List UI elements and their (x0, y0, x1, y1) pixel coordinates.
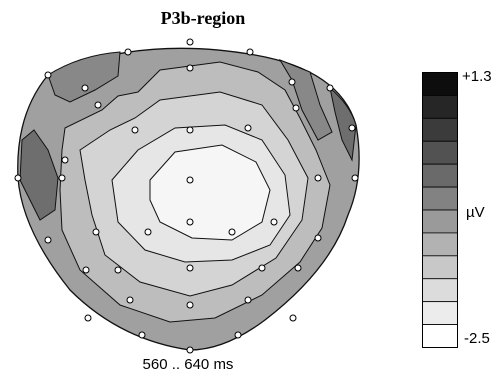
electrode-marker (228, 228, 236, 236)
color-scale-bar (422, 72, 458, 348)
scale-step (422, 278, 458, 303)
electrode-marker (81, 84, 89, 92)
electrode-marker (289, 314, 297, 322)
scalp-topography-map (14, 38, 360, 354)
scale-step (422, 301, 458, 325)
electrode-marker (314, 234, 322, 242)
electrode-marker (244, 124, 252, 132)
electrode-marker (124, 48, 132, 56)
electrode-marker (131, 126, 139, 134)
electrode-marker (186, 126, 194, 134)
electrode-marker (351, 174, 359, 182)
electrode-markers (14, 38, 359, 354)
scale-step (422, 140, 458, 165)
electrode-marker (44, 236, 52, 244)
electrode-marker (186, 64, 194, 72)
electrode-marker (314, 174, 322, 182)
electrode-marker (138, 331, 146, 339)
electrode-marker (246, 48, 254, 56)
electrode-marker (144, 228, 152, 236)
electrode-marker (288, 78, 296, 86)
scale-step (422, 209, 458, 234)
electrode-marker (258, 264, 266, 272)
electrode-marker (84, 314, 92, 322)
electrode-marker (44, 71, 52, 79)
electrode-marker (326, 84, 334, 92)
electrode-marker (94, 101, 102, 109)
electrode-marker (114, 266, 122, 274)
electrode-marker (234, 331, 242, 339)
electrode-marker (186, 264, 194, 272)
scale-step (422, 72, 458, 96)
electrode-marker (244, 296, 252, 304)
figure-title: P3b-region (160, 8, 246, 28)
electrode-marker (270, 218, 278, 226)
scale-unit-label: µV (466, 204, 485, 221)
electrode-marker (294, 264, 302, 272)
top-left-dark-region (47, 51, 121, 103)
scale-max-label: +1.3 (462, 68, 492, 85)
electrode-marker (348, 124, 356, 132)
scale-min-label: -2.5 (464, 330, 490, 347)
contour-level-5-center (149, 144, 271, 241)
electrode-marker (186, 218, 194, 226)
electrode-marker (186, 38, 194, 46)
time-window-label: 560 .. 640 ms (142, 356, 234, 373)
electrode-marker (186, 176, 194, 184)
electrode-marker (186, 301, 194, 309)
scale-step (422, 95, 458, 119)
scale-step (422, 117, 458, 142)
scale-step (422, 324, 458, 348)
electrode-marker (58, 174, 66, 182)
electrode-marker (92, 228, 100, 236)
scale-step (422, 255, 458, 280)
scale-step (422, 163, 458, 188)
electrode-marker (14, 174, 22, 182)
electrode-marker (61, 156, 69, 164)
electrode-marker (186, 346, 194, 354)
electrode-marker (126, 296, 134, 304)
left-dark-region (19, 129, 59, 221)
electrode-marker (292, 104, 300, 112)
right-dark-region (329, 86, 357, 162)
electrode-marker (82, 266, 90, 274)
scale-step (422, 232, 458, 257)
scale-step (422, 186, 458, 211)
